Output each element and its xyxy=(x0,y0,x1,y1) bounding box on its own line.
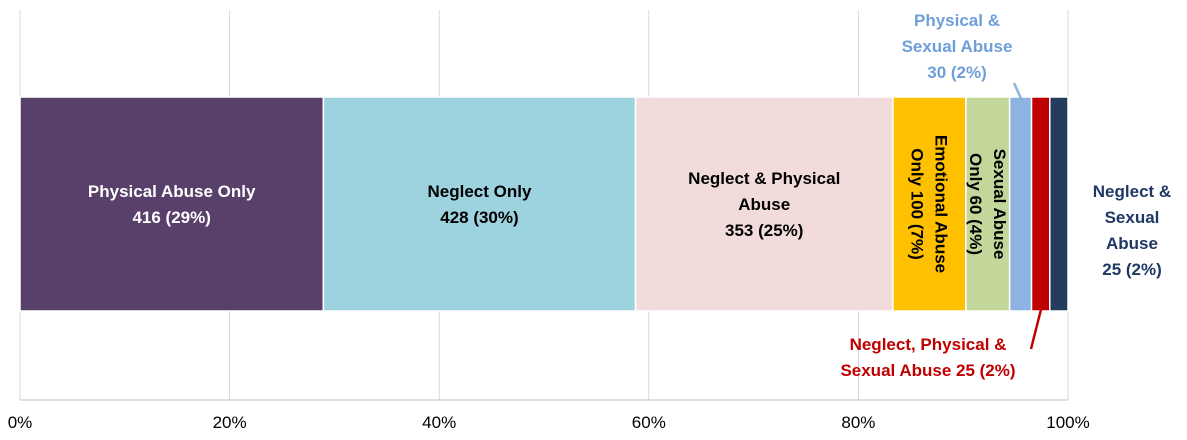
bar-neglect-only xyxy=(322,96,637,312)
bar-sexual-abuse-only xyxy=(965,96,1011,312)
x-axis-ticks: 0% 20% 40% 60% 80% 100% xyxy=(8,413,1090,432)
label-neglect-only: Neglect Only 428 (30%) xyxy=(427,182,531,227)
leader-neglect-physical-sexual-abuse xyxy=(1029,306,1043,350)
label-physical-sexual-abuse: Physical & Sexual Abuse 30 (2%) xyxy=(902,11,1013,82)
x-tick-label: 0% xyxy=(8,413,33,432)
x-tick-label: 80% xyxy=(841,413,875,432)
bar-segments xyxy=(19,96,1069,312)
bar-physical-abuse-only xyxy=(19,96,325,312)
x-tick-label: 100% xyxy=(1046,413,1089,432)
x-tick-label: 20% xyxy=(213,413,247,432)
bar-neglect-physical-abuse xyxy=(634,96,894,312)
label-emotional-abuse-only: Emotional AbuseOnly 100 (7%) xyxy=(907,135,950,273)
callout-leader-lines xyxy=(1012,82,1043,350)
x-tick-label: 40% xyxy=(422,413,456,432)
label-neglect-physical-sexual-abuse: Neglect, Physical & Sexual Abuse 25 (2%) xyxy=(840,335,1015,380)
leader-physical-sexual-abuse xyxy=(1012,82,1026,106)
bar-neglect-sexual-abuse xyxy=(1049,96,1069,312)
label-sexual-abuse-only: Sexual AbuseOnly 60 (4%) xyxy=(966,149,1009,260)
svg-text:Emotional AbuseOnly 100 (7%): Emotional AbuseOnly 100 (7%) xyxy=(907,135,950,273)
label-physical-abuse-only: Physical Abuse Only 416 (29%) xyxy=(88,182,256,227)
bar-neglect-physical-sexual-abuse xyxy=(1030,96,1051,312)
label-neglect-physical-abuse: Neglect & Physical Abuse 353 (25%) xyxy=(688,169,840,240)
segment-labels: Physical Abuse Only 416 (29%) Neglect Only… xyxy=(88,11,1171,380)
bar-emotional-abuse-only xyxy=(892,96,967,312)
label-neglect-sexual-abuse: Neglect & Sexual Abuse 25 (2%) xyxy=(1093,182,1171,279)
x-tick-label: 60% xyxy=(632,413,666,432)
svg-text:Sexual AbuseOnly 60 (4%): Sexual AbuseOnly 60 (4%) xyxy=(966,149,1009,260)
bar-physical-sexual-abuse xyxy=(1008,96,1033,312)
